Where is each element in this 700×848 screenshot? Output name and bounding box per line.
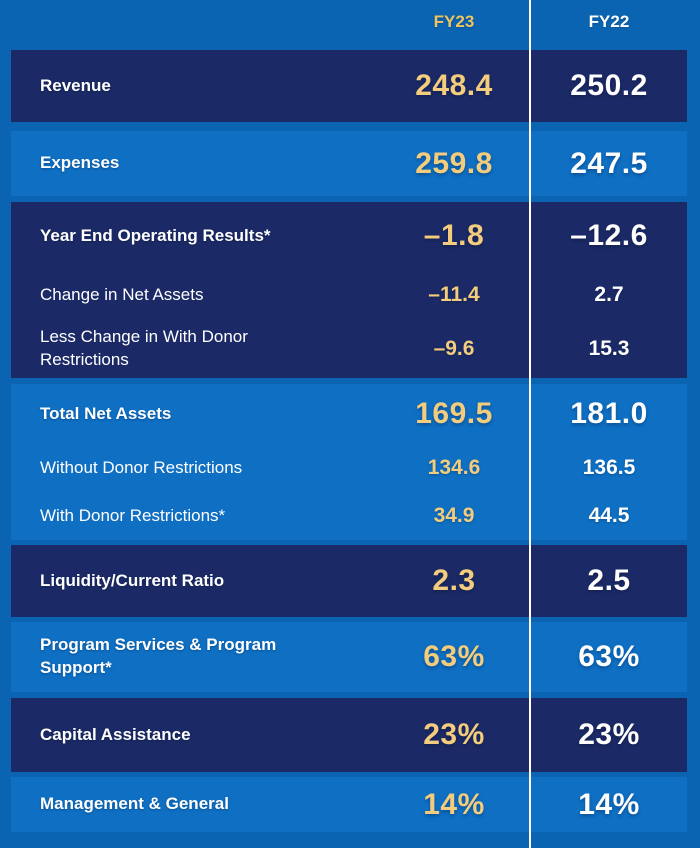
fy22-value: 23% — [578, 718, 640, 751]
fy23-value: 259.8 — [415, 146, 493, 180]
table-row: Less Change in With Donor Restrictions –… — [11, 320, 687, 378]
row-label: Year End Operating Results* — [40, 225, 271, 245]
fy22-value: 2.5 — [587, 564, 631, 597]
fy23-value: 14% — [423, 787, 485, 821]
fy22-value: 63% — [578, 640, 640, 673]
fy23-value: –1.8 — [423, 219, 485, 252]
fy23-value: 23% — [423, 718, 485, 751]
row-label: Liquidity/Current Ratio — [40, 570, 225, 590]
row-liquidity: Liquidity/Current Ratio 2.3 2.5 — [11, 545, 687, 617]
fy23-value: 34.9 — [433, 504, 475, 527]
fy23-value: –11.4 — [428, 283, 480, 306]
fy22-value: 136.5 — [582, 456, 636, 479]
fy23-value: –9.6 — [433, 337, 475, 360]
column-header-fy22: FY22 — [588, 12, 630, 31]
fy23-value: 169.5 — [415, 397, 493, 430]
row-label: Program Services & Program Support* — [40, 635, 277, 677]
table-row: Liquidity/Current Ratio 2.3 2.5 — [11, 545, 687, 617]
row-label: Revenue — [40, 75, 111, 95]
row-label: Less Change in With Donor Restrictions — [40, 327, 248, 369]
row-label: Total Net Assets — [40, 403, 172, 423]
table-row: Year End Operating Results* –1.8 –12.6 — [11, 202, 687, 270]
fy23-value: 134.6 — [427, 456, 481, 479]
row-label: Management & General — [40, 794, 229, 814]
fy22-value: 44.5 — [588, 504, 630, 527]
fy22-value: –12.6 — [570, 219, 648, 252]
column-separator-line — [529, 0, 531, 848]
table-header-row: FY23 FY22 — [11, 0, 687, 44]
row-label: Expenses — [40, 153, 120, 173]
row-expenses: Expenses 259.8 247.5 — [11, 131, 687, 196]
table-row: Program Services & Program Support* 63% … — [11, 622, 687, 692]
row-label: With Donor Restrictions* — [40, 505, 226, 525]
fy23-value: 248.4 — [415, 69, 493, 102]
table-row: Revenue 248.4 250.2 — [11, 50, 687, 122]
column-header-fy23: FY23 — [433, 12, 475, 31]
row-capital-assistance: Capital Assistance 23% 23% — [11, 698, 687, 772]
fy22-value: 181.0 — [570, 397, 648, 430]
fy23-value: 2.3 — [432, 564, 476, 597]
table-row: Without Donor Restrictions 134.6 136.5 — [11, 444, 687, 492]
table-row: Management & General 14% 14% — [11, 777, 687, 832]
table-row: Expenses 259.8 247.5 — [11, 131, 687, 196]
row-program-services: Program Services & Program Support* 63% … — [11, 622, 687, 692]
fy23-value: 63% — [423, 640, 485, 673]
row-label: Without Donor Restrictions — [40, 457, 243, 477]
row-label: Change in Net Assets — [40, 284, 204, 304]
table-row: Change in Net Assets –11.4 2.7 — [11, 270, 687, 320]
fy22-value: 15.3 — [588, 337, 630, 360]
table-row: With Donor Restrictions* 34.9 44.5 — [11, 492, 687, 540]
table-row: Total Net Assets 169.5 181.0 — [11, 384, 687, 444]
row-management-general: Management & General 14% 14% — [11, 777, 687, 832]
fy22-value: 14% — [578, 787, 640, 821]
table-row: Capital Assistance 23% 23% — [11, 698, 687, 772]
fy22-value: 247.5 — [570, 146, 648, 180]
row-revenue: Revenue 248.4 250.2 — [11, 50, 687, 122]
fy22-value: 2.7 — [594, 283, 624, 306]
row-group-net-assets: Total Net Assets 169.5 181.0 Without Don… — [11, 384, 687, 540]
row-group-operating-results: Year End Operating Results* –1.8 –12.6 C… — [11, 202, 687, 378]
fy22-value: 250.2 — [570, 69, 648, 102]
row-label: Capital Assistance — [40, 724, 191, 744]
